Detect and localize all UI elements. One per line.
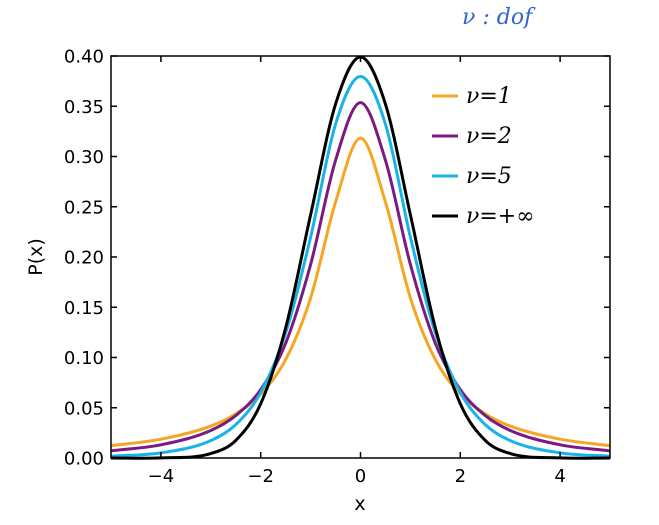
y-axis-label: P(x) xyxy=(25,238,47,276)
x-tick-label: 4 xyxy=(554,466,565,487)
legend-label-2: ν=2 xyxy=(466,124,512,149)
legend-label-3: ν=5 xyxy=(466,164,512,189)
series-line-2 xyxy=(110,101,611,453)
series-line-4 xyxy=(110,55,611,460)
y-tick-label: 0.35 xyxy=(64,97,104,118)
dof-annotation: ν : dof xyxy=(462,5,536,30)
x-tick-label: −4 xyxy=(148,466,175,487)
ticks-layer: −4 −2 0 2 4 0.00 0.05 0.10 0.15 0.20 0.25 0.30 0.35 0… xyxy=(64,47,610,487)
x-tick-label: −2 xyxy=(247,466,274,487)
y-tick-label: 0.40 xyxy=(64,47,104,68)
series-line-1 xyxy=(110,136,611,448)
series-layer xyxy=(110,55,611,460)
y-tick-label: 0.10 xyxy=(64,348,104,369)
y-tick-label: 0.05 xyxy=(64,398,104,419)
x-tick-label: 0 xyxy=(355,466,366,487)
y-tick-label: 0.15 xyxy=(64,298,104,319)
y-tick-label: 0.30 xyxy=(64,147,104,168)
legend: ν=1 ν=2 ν=5 ν=+∞ xyxy=(432,84,535,229)
x-tick-label: 2 xyxy=(455,466,466,487)
plot-frame xyxy=(110,55,611,459)
series-line-3 xyxy=(110,75,611,458)
y-tick-label: 0.00 xyxy=(64,449,104,470)
x-axis-label: x xyxy=(354,493,365,515)
legend-label-1: ν=1 xyxy=(466,84,512,109)
y-tick-label: 0.25 xyxy=(64,197,104,218)
legend-label-4: ν=+∞ xyxy=(466,204,535,229)
y-tick-label: 0.20 xyxy=(64,248,104,269)
